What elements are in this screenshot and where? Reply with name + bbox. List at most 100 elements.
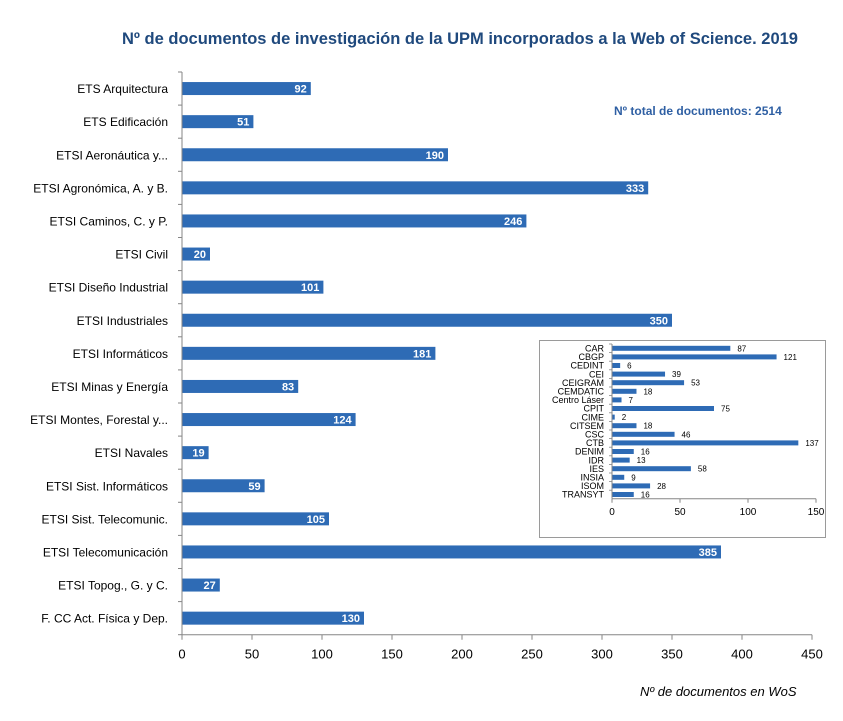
inset-data-label-car: 87 [737, 344, 746, 353]
inset-category-label-cbgp: CBGP [578, 352, 604, 362]
category-label-etsi-topog-g-y-c: ETSI Topog., G. y C. [58, 579, 168, 593]
category-label-etsi-diseno-industrial: ETSI Diseño Industrial [49, 281, 168, 295]
inset-bar-ceigram [612, 380, 685, 386]
inset-data-label-cbgp: 121 [784, 353, 798, 362]
data-label-etsi-sist-telecomunic: 105 [307, 514, 325, 526]
category-label-etsi-sist-informaticos: ETSI Sist. Informáticos [46, 479, 168, 493]
inset-category-label-cei: CEI [589, 369, 604, 379]
bar-etsi-topog-g-y-c [182, 578, 220, 592]
x-tick-label: 450 [801, 647, 823, 662]
data-label-etsi-industriales: 350 [650, 315, 668, 327]
inset-data-label-idr: 13 [637, 456, 646, 465]
inset-bar-cemdatic [612, 388, 637, 394]
inset-category-label-csc: CSC [585, 430, 605, 440]
bar-etsi-minas-y-energia [182, 379, 299, 393]
inset-data-label-ceigram: 53 [691, 379, 700, 388]
bar-etsi-agronomica-a-y-b [182, 181, 649, 195]
x-tick-label: 150 [381, 647, 403, 662]
inset-bar-car [612, 345, 731, 351]
bar-ets-edificacion [182, 115, 254, 129]
bar-etsi-informaticos [182, 346, 436, 360]
inset-bar-ies [612, 466, 691, 472]
bar-etsi-aeronautica-y [182, 148, 448, 162]
inset-bar-insia [612, 474, 625, 480]
inset-category-label-insia: INSIA [580, 473, 604, 483]
data-label-ets-arquitectura: 92 [295, 84, 307, 96]
x-tick-label: 300 [591, 647, 613, 662]
data-label-f-cc-act-fisica-y-dep: 130 [342, 613, 360, 625]
inset-category-label-ceigram: CEIGRAM [562, 378, 604, 388]
data-label-etsi-agronomica-a-y-b: 333 [626, 183, 644, 195]
inset-data-label-cemdatic: 18 [643, 387, 652, 396]
inset-data-label-insia: 9 [631, 473, 636, 482]
inset-x-tick-label: 50 [674, 507, 686, 518]
inset-category-label-car: CAR [585, 344, 605, 354]
bar-etsi-caminos-c-y-p [182, 214, 527, 228]
inset-bar-isom [612, 483, 651, 489]
inset-bar-transyt [612, 492, 634, 497]
data-label-ets-edificacion: 51 [237, 117, 249, 129]
inset-category-label-cedint: CEDINT [571, 361, 605, 371]
inset-bar-idr [612, 457, 630, 463]
inset-chart-frame [539, 340, 826, 538]
inset-data-label-cei: 39 [672, 370, 681, 379]
category-label-etsi-telecomunicacion: ETSI Telecomunicación [43, 545, 168, 559]
inset-bar-cei [612, 371, 666, 377]
data-label-etsi-telecomunicacion: 385 [699, 547, 717, 559]
inset-x-tick-label: 0 [609, 507, 615, 518]
data-label-etsi-sist-informaticos: 59 [248, 481, 260, 493]
inset-data-label-cpit: 75 [721, 405, 730, 414]
x-axis-title: Nº de documentos en WoS [640, 684, 797, 699]
inset-data-label-ies: 58 [698, 465, 707, 474]
inset-x-tick-label: 150 [808, 507, 825, 518]
data-label-etsi-minas-y-energia: 83 [282, 381, 294, 393]
bar-etsi-telecomunicacion [182, 545, 721, 559]
inset-data-label-citsem: 18 [643, 422, 652, 431]
category-label-etsi-caminos-c-y-p: ETSI Caminos, C. y P. [50, 214, 168, 228]
data-label-etsi-civil: 20 [194, 249, 206, 261]
data-label-etsi-caminos-c-y-p: 246 [504, 216, 522, 228]
inset-bar-cedint [612, 363, 621, 368]
inset-bar-csc [612, 431, 675, 437]
inset-data-label-csc: 46 [682, 430, 691, 439]
bar-etsi-diseno-industrial [182, 280, 324, 294]
bar-etsi-montes-forestal-y [182, 413, 356, 427]
inset-x-tick-label: 100 [740, 507, 757, 518]
category-label-etsi-industriales: ETSI Industriales [77, 314, 168, 328]
x-tick-label: 0 [178, 647, 185, 662]
bar-ets-arquitectura [182, 82, 311, 96]
inset-category-label-denim: DENIM [575, 447, 604, 457]
chart-title: Nº de documentos de investigación de la … [122, 30, 798, 48]
x-tick-label: 250 [521, 647, 543, 662]
category-label-etsi-minas-y-energia: ETSI Minas y Energía [51, 380, 168, 394]
data-label-etsi-aeronautica-y: 190 [426, 150, 444, 162]
bar-etsi-sist-telecomunic [182, 512, 329, 526]
bar-etsi-civil [182, 247, 210, 261]
category-label-etsi-aeronautica-y: ETSI Aeronáutica y... [56, 148, 168, 162]
category-label-etsi-civil: ETSI Civil [115, 248, 168, 262]
inset-category-label-ctb: CTB [586, 438, 604, 448]
inset-category-label-citsem: CITSEM [570, 421, 604, 431]
inset-bar-denim [612, 449, 634, 454]
inset-bar-centro-laser [612, 397, 622, 403]
category-label-f-cc-act-fisica-y-dep: F. CC Act. Física y Dep. [41, 612, 168, 626]
inset-category-label-cpit: CPIT [583, 404, 604, 414]
data-label-etsi-montes-forestal-y: 124 [333, 415, 352, 427]
inset-data-label-ctb: 137 [805, 439, 819, 448]
inset-bar-cime [612, 414, 615, 420]
inset-category-label-ies: IES [589, 464, 604, 474]
bar-f-cc-act-fisica-y-dep [182, 611, 364, 625]
category-label-ets-arquitectura: ETS Arquitectura [77, 82, 168, 96]
bar-etsi-industriales [182, 313, 672, 327]
x-tick-label: 400 [731, 647, 753, 662]
inset-data-label-cime: 2 [622, 413, 627, 422]
data-label-etsi-informaticos: 181 [413, 348, 431, 360]
category-label-ets-edificacion: ETS Edificación [83, 115, 168, 129]
inset-category-label-cime: CIME [582, 412, 605, 422]
inset-category-label-idr: IDR [589, 455, 605, 465]
inset-bar-ctb [612, 440, 799, 446]
category-label-etsi-sist-telecomunic: ETSI Sist. Telecomunic. [42, 512, 169, 526]
inset-category-label-transyt: TRANSYT [562, 490, 605, 500]
bar-etsi-navales [182, 446, 209, 460]
inset-category-label-isom: ISOM [581, 481, 604, 491]
